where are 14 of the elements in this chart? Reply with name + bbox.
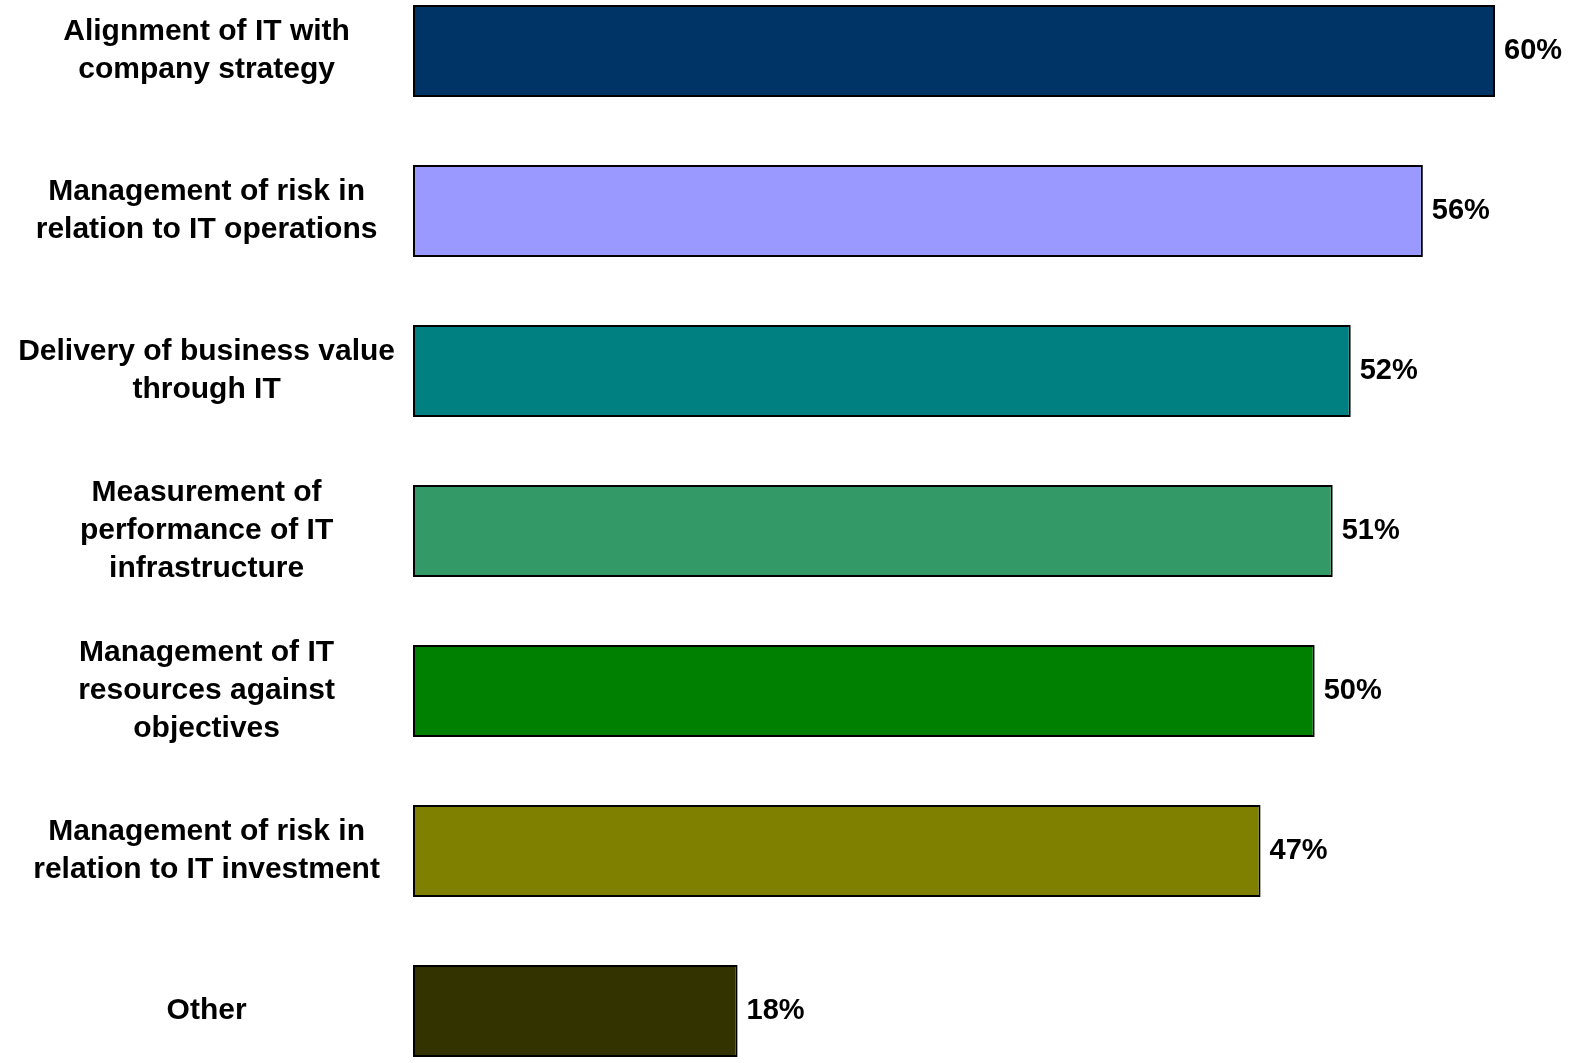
- y-tick-label: Alignment of IT with company strategy: [63, 13, 350, 85]
- data-label: 51%: [1341, 513, 1400, 545]
- y-tick-label: Measurement of performance of IT infrastructure: [79, 474, 334, 584]
- data-label: 50%: [1323, 673, 1382, 705]
- y-tick-label: Management of risk in relation to IT investment: [33, 813, 380, 885]
- data-label: 47%: [1269, 833, 1328, 865]
- data-label: 56%: [1431, 193, 1491, 225]
- data-label: 18%: [746, 993, 805, 1025]
- data-label: 52%: [1359, 353, 1418, 385]
- data-label: 60%: [1504, 33, 1563, 65]
- y-tick-label: Delivery of business value through IT: [18, 333, 396, 405]
- y-tick-label: Management of risk in relation to IT operations: [35, 173, 378, 245]
- y-tick-label: Other: [166, 992, 247, 1026]
- y-tick-label: Management of IT resources against objectives: [78, 634, 335, 744]
